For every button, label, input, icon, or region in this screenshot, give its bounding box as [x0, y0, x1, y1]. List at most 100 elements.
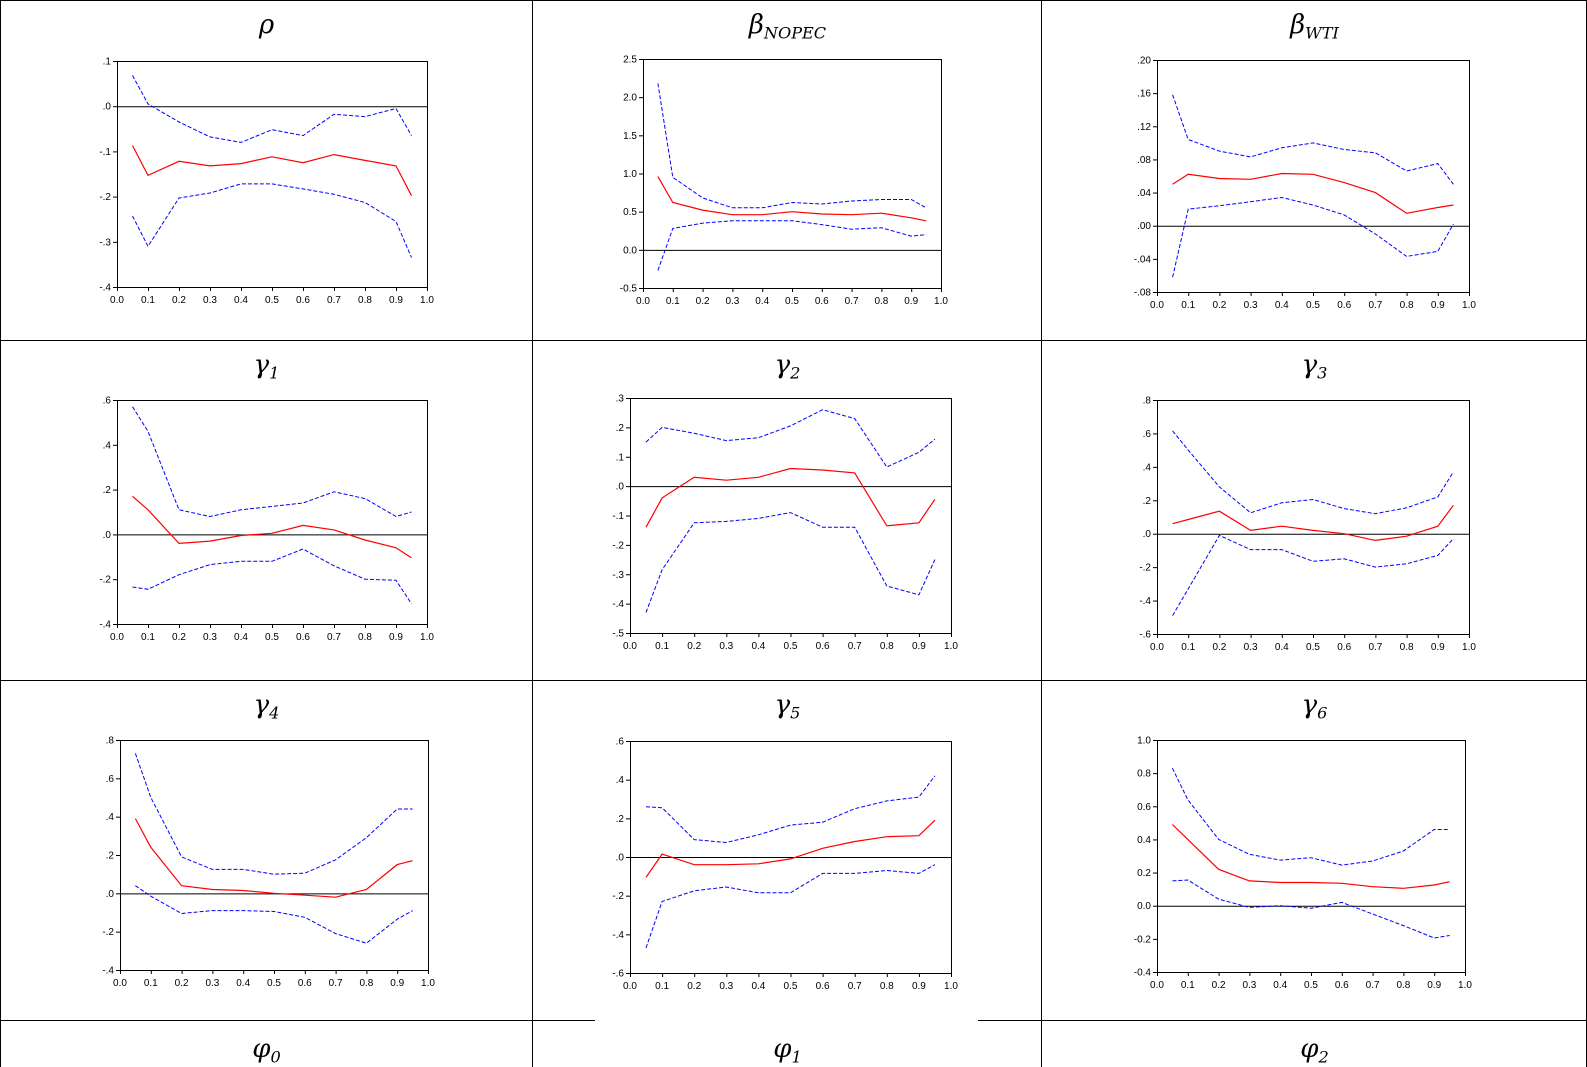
x-tick-label: 0.0 [110, 295, 124, 306]
parameter-subscript: 2 [1318, 1047, 1329, 1067]
x-tick-label: 0.1 [141, 295, 155, 306]
y-tick-label: -.3 [99, 237, 111, 248]
upper-band-line [645, 775, 936, 844]
y-tick-label: 0.6 [1137, 802, 1151, 813]
x-tick-label: 0.5 [267, 978, 281, 989]
parameter-symbol: β [1290, 10, 1306, 40]
x-tick-label: 0.4 [1275, 300, 1289, 311]
parameter-title: φ2 [1042, 1036, 1587, 1066]
parameter-symbol: φ [252, 1034, 271, 1064]
table-cell: γ6 [1042, 680, 1587, 1020]
parameter-title: γ6 [1042, 692, 1587, 722]
x-tick-label: 0.9 [904, 296, 918, 307]
x-tick-label: 0.0 [636, 296, 650, 307]
plot-frame [117, 61, 428, 288]
y-tick-label: -.2 [1139, 563, 1151, 574]
y-tick-label: -.4 [1139, 596, 1151, 607]
upper-band-line [132, 406, 412, 518]
x-tick-label: 0.1 [1181, 980, 1195, 991]
y-tick-label: .0 [616, 482, 625, 493]
table-border-left [0, 0, 1, 1067]
x-tick-label: 0.3 [725, 296, 739, 307]
x-tick-label: 0.2 [687, 641, 701, 652]
x-tick-label: 0.1 [1181, 642, 1195, 653]
plot-frame [1157, 740, 1466, 973]
x-tick-label: 0.9 [389, 295, 403, 306]
x-tick-label: 0.4 [1273, 980, 1287, 991]
x-tick-label: 0.2 [175, 978, 189, 989]
y-tick-label: -.4 [99, 283, 111, 294]
x-tick-label: 0.7 [1368, 300, 1382, 311]
y-tick-label: .3 [616, 394, 625, 405]
y-tick-label: .6 [103, 396, 112, 407]
y-tick-label: .2 [616, 814, 625, 825]
y-tick-label: .8 [106, 736, 115, 747]
plot-frame [1157, 400, 1470, 635]
x-tick-label: 0.3 [203, 632, 217, 643]
x-tick-label: 0.5 [1304, 980, 1318, 991]
estimate-line [1172, 504, 1454, 542]
x-tick-label: 0.5 [1306, 300, 1320, 311]
parameter-title: φ0 [0, 1036, 533, 1066]
y-tick-label: .4 [103, 440, 112, 451]
x-tick-label: 0.7 [848, 981, 862, 992]
lower-band-line [657, 220, 927, 271]
x-tick-label: 0.6 [296, 295, 310, 306]
y-tick-label: -0.2 [1134, 934, 1152, 945]
y-tick-label: -.04 [1134, 254, 1152, 265]
x-tick-label: 0.3 [205, 978, 219, 989]
y-tick-label: .6 [106, 774, 115, 785]
quantile-chart: .1 .0 -.1 -.2 -.3 -.40.0 0.1 0.2 0.3 0.4 0.5 0.6 0.7… [99, 57, 434, 307]
x-tick-label: 1.0 [1458, 980, 1472, 991]
quantile-chart: .6 .4 .2 .0 -.2 -.40.0 0.1 0.2 0.3 0.4 0.5 0.6 0.7 0.… [99, 396, 434, 644]
y-tick-label: .0 [1143, 529, 1152, 540]
estimate-line [1171, 824, 1450, 889]
x-tick-label: 0.3 [1242, 980, 1256, 991]
y-tick-label: .6 [616, 737, 625, 748]
lower-band-line [1172, 196, 1454, 278]
x-tick-label: 0.6 [815, 296, 829, 307]
column-divider [1041, 0, 1042, 1067]
x-tick-label: 0.4 [1275, 642, 1289, 653]
x-tick-label: 0.5 [784, 641, 798, 652]
y-tick-label: 2.0 [623, 93, 637, 104]
x-tick-label: 0.6 [1337, 642, 1351, 653]
x-tick-label: 0.4 [234, 632, 248, 643]
y-tick-label: 0.2 [1137, 868, 1151, 879]
x-tick-label: 1.0 [1462, 642, 1476, 653]
x-tick-label: 0.0 [113, 978, 127, 989]
x-tick-label: 0.1 [1181, 300, 1195, 311]
x-tick-label: 0.8 [1400, 642, 1414, 653]
y-tick-label: .20 [1137, 56, 1151, 67]
parameter-symbol: γ [774, 350, 791, 380]
y-tick-label: .2 [1143, 496, 1152, 507]
y-tick-label: -.2 [99, 192, 111, 203]
quantile-chart: .8 .6 .4 .2 .0 -.2 -.4 -.60.0 0.1 0.2 0.3 0.4 0.5 0.6… [1139, 396, 1476, 654]
x-tick-label: 0.5 [265, 632, 279, 643]
x-tick-label: 0.7 [1368, 642, 1382, 653]
x-tick-label: 0.4 [236, 978, 250, 989]
parameter-symbol: ρ [258, 10, 275, 40]
x-tick-label: 0.4 [751, 641, 765, 652]
x-tick-label: 0.2 [172, 632, 186, 643]
x-tick-label: 0.6 [296, 632, 310, 643]
x-tick-label: 0.5 [1306, 642, 1320, 653]
y-tick-label: .8 [1143, 396, 1152, 407]
x-tick-label: 0.6 [1337, 300, 1351, 311]
y-tick-label: .0 [103, 102, 112, 113]
y-tick-label: -.4 [612, 599, 624, 610]
x-tick-label: 1.0 [1462, 300, 1476, 311]
x-tick-label: 1.0 [420, 295, 434, 306]
x-tick-label: 0.1 [655, 641, 669, 652]
upper-band-line [134, 753, 413, 875]
y-tick-label: -.3 [612, 570, 624, 581]
plot-frame [117, 400, 428, 625]
x-tick-label: 0.7 [327, 295, 341, 306]
parameter-subscript: NOPEC [763, 23, 827, 43]
y-tick-label: 0.8 [1137, 769, 1151, 780]
x-tick-label: 0.8 [1400, 300, 1414, 311]
x-tick-label: 0.7 [329, 978, 343, 989]
y-tick-label: -.1 [99, 147, 111, 158]
y-tick-label: -0.4 [1134, 968, 1152, 979]
